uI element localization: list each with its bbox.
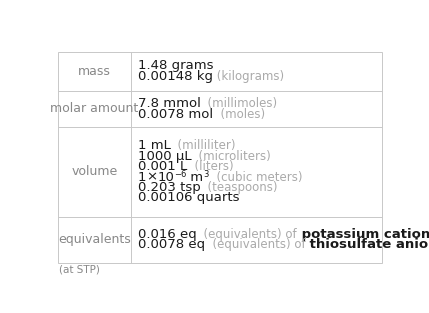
Text: 1.48 grams: 1.48 grams	[138, 59, 213, 72]
Text: thiosulfate anion: thiosulfate anion	[305, 239, 429, 251]
Text: −6: −6	[174, 170, 187, 179]
Text: 0.016 eq: 0.016 eq	[138, 228, 196, 241]
Text: m: m	[187, 171, 204, 183]
Text: 1000 μL: 1000 μL	[138, 150, 191, 163]
Text: 1: 1	[138, 171, 146, 183]
Text: 7.8 mmol: 7.8 mmol	[138, 97, 200, 110]
Bar	[57, 52, 382, 263]
Text: (milliliter): (milliliter)	[170, 139, 236, 152]
Text: (liters): (liters)	[187, 160, 233, 173]
Text: molar amount: molar amount	[50, 102, 139, 115]
Text: 0.00106 quarts: 0.00106 quarts	[138, 191, 239, 204]
Text: potassium cation: potassium cation	[297, 228, 429, 241]
Text: (microliters): (microliters)	[191, 150, 271, 163]
Text: 0.00148 kg: 0.00148 kg	[138, 70, 213, 83]
Text: (at STP): (at STP)	[59, 265, 100, 275]
Text: 0.0078 mol: 0.0078 mol	[138, 108, 213, 121]
Text: (millimoles): (millimoles)	[200, 97, 278, 110]
Text: (moles): (moles)	[213, 108, 265, 121]
Text: ×: ×	[146, 171, 157, 183]
Text: 0.001 L: 0.001 L	[138, 160, 187, 173]
Text: (cubic meters): (cubic meters)	[209, 171, 302, 183]
Text: volume: volume	[71, 165, 118, 178]
Text: 3: 3	[204, 170, 209, 179]
Text: 1 mL: 1 mL	[138, 139, 170, 152]
Text: (equivalents) of: (equivalents) of	[205, 239, 305, 251]
Text: (equivalents) of: (equivalents) of	[196, 228, 297, 241]
Text: (teaspoons): (teaspoons)	[200, 181, 278, 194]
Text: 0.203 tsp: 0.203 tsp	[138, 181, 200, 194]
Text: (kilograms): (kilograms)	[213, 70, 284, 83]
Text: 0.0078 eq: 0.0078 eq	[138, 239, 205, 251]
Text: 10: 10	[157, 171, 174, 183]
Text: mass: mass	[78, 64, 111, 78]
Text: equivalents: equivalents	[58, 233, 131, 246]
